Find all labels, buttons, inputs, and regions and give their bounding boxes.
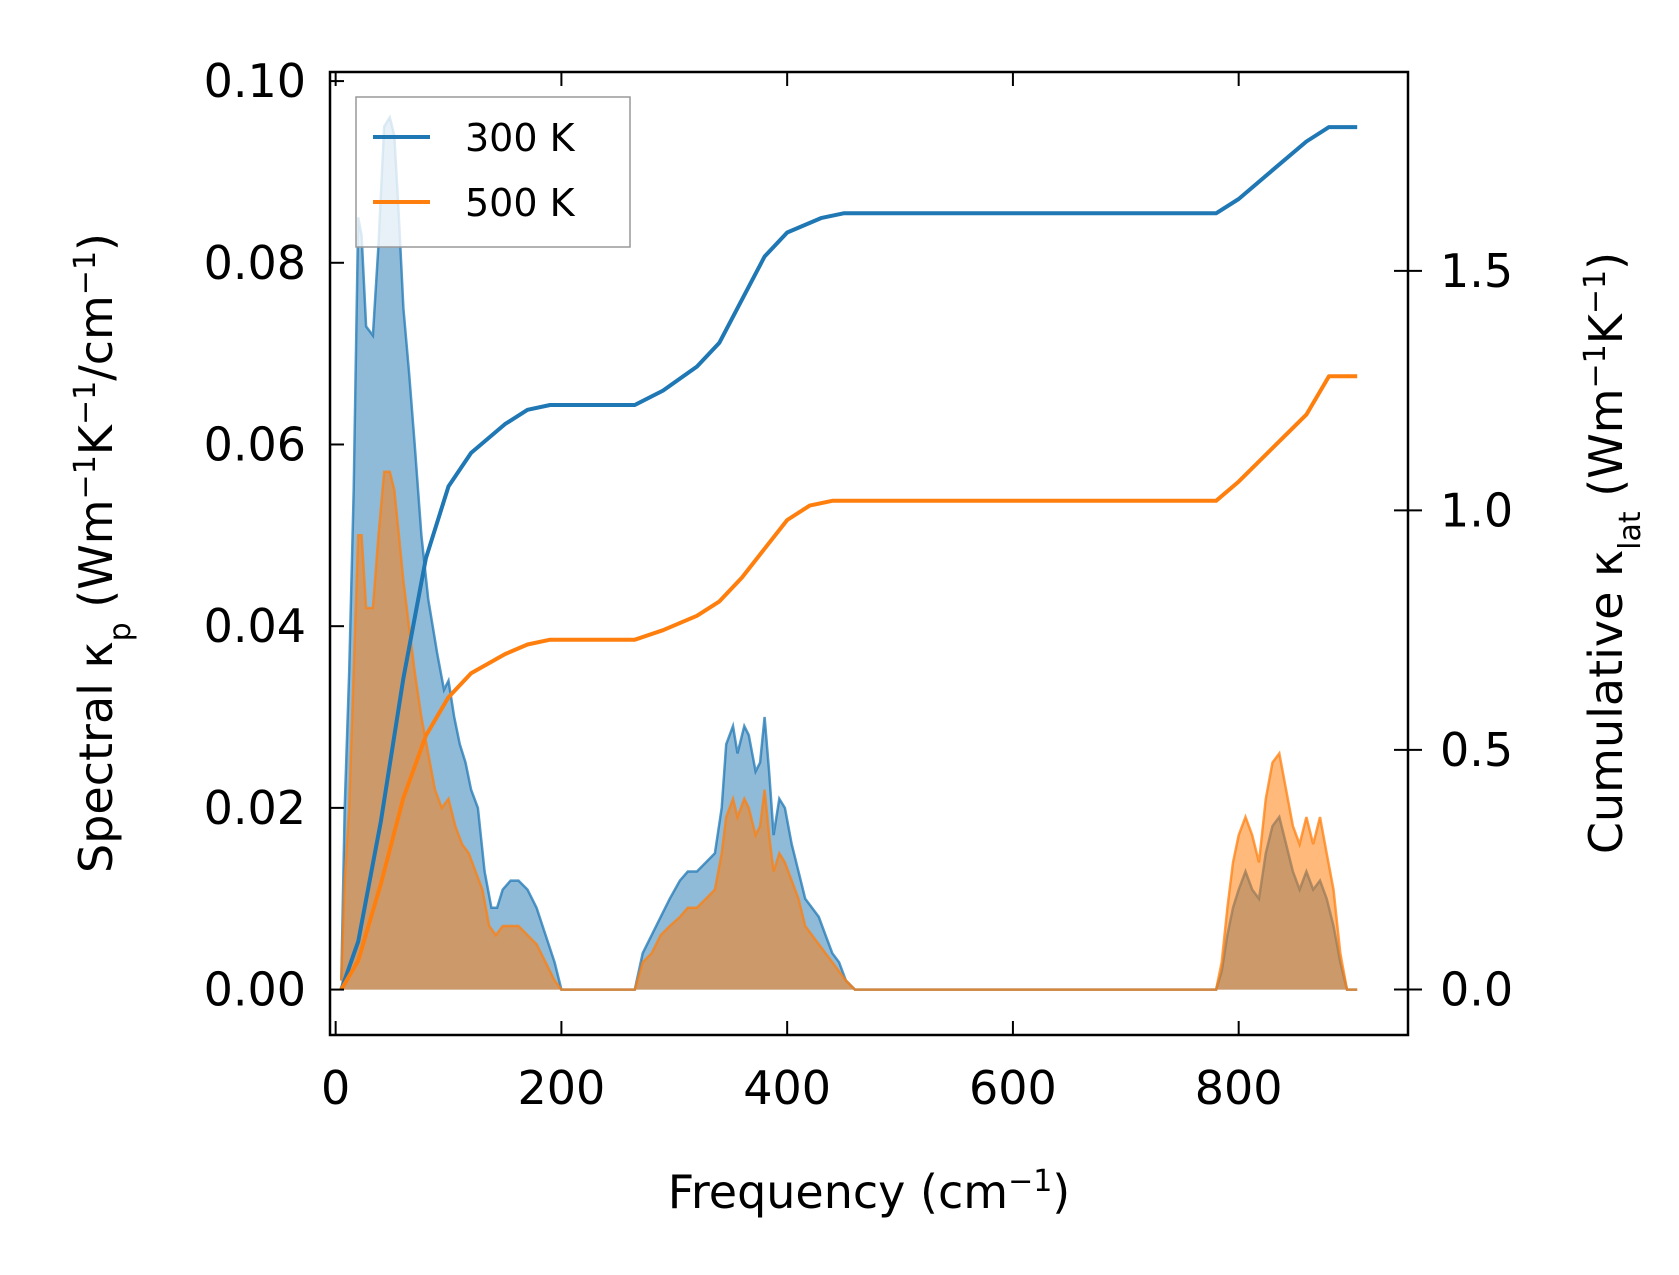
plot-frame: [328, 70, 1410, 1037]
legend-box: [355, 96, 631, 248]
y-right-tick-label: 1.5: [1440, 244, 1513, 298]
x-tick-label: 400: [743, 1061, 831, 1115]
x-tick-label: 200: [517, 1061, 605, 1115]
y-left-tick-label: 0.00: [204, 963, 306, 1017]
legend: 300 K 500 K: [355, 96, 631, 248]
x-tick-label: 600: [969, 1061, 1057, 1115]
spectral-fill-500k: [341, 471, 1358, 990]
y-left-tick-label: 0.02: [204, 781, 306, 835]
cumulative-line-300k: [339, 125, 1358, 991]
cumulative-line-500k: [339, 374, 1358, 991]
y-left-axis-ticks: 0.00 0.02 0.04 0.06 0.08 0.10: [204, 54, 344, 1017]
y-right-tick-label: 0.0: [1440, 962, 1513, 1016]
x-axis-ticks: 0 200 400 600 800: [321, 72, 1283, 1115]
spectral-fills: [340, 114, 1358, 991]
y-right-axis-label: Cumulative κlat (Wm−1K−1): [1578, 252, 1648, 854]
y-left-tick-label: 0.10: [204, 54, 306, 108]
x-tick-label: 0: [321, 1061, 350, 1115]
x-tick-label: 800: [1195, 1061, 1283, 1115]
spectral-line-500k: [340, 470, 1358, 991]
y-right-tick-label: 1.0: [1440, 483, 1513, 537]
cumulative-curves: [339, 125, 1358, 991]
y-left-axis-label: Spectral κp (Wm−1K−1/cm−1): [68, 233, 138, 873]
x-axis-label: Frequency (cm−1): [668, 1164, 1071, 1220]
y-right-tick-label: 0.5: [1440, 723, 1513, 777]
y-right-axis-ticks: 0.0 0.5 1.0 1.5: [1394, 244, 1513, 1016]
y-left-tick-label: 0.04: [204, 599, 306, 653]
legend-label-300k: 300 K: [465, 116, 576, 160]
y-left-tick-label: 0.08: [204, 236, 306, 290]
y-left-tick-label: 0.06: [204, 417, 306, 471]
legend-label-500k: 500 K: [465, 181, 576, 225]
